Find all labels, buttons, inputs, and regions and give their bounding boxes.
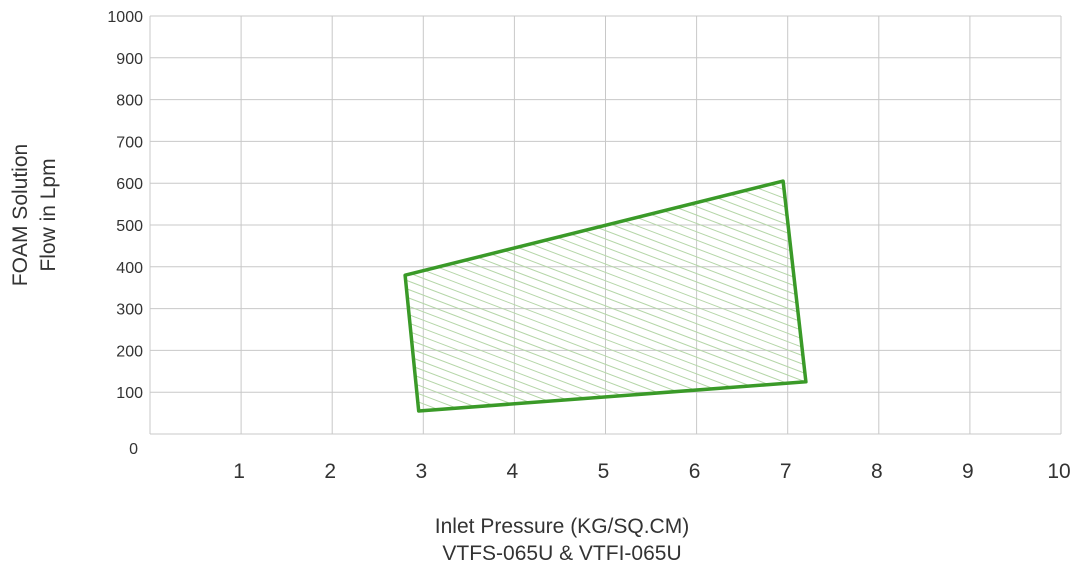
- hatch-line: [659, 181, 806, 411]
- x-axis-title: Inlet Pressure (KG/SQ.CM): [435, 515, 689, 538]
- x-tick-label: 9: [962, 460, 974, 483]
- y-axis-title-line2: Flow in Lpm: [37, 158, 60, 271]
- hatch-line: [405, 181, 764, 411]
- hatch-group: [405, 176, 1075, 416]
- hatch-line: [405, 181, 806, 411]
- y-tick-label: 600: [116, 176, 143, 193]
- hatch-line: [405, 181, 742, 411]
- x-tick-label: 2: [324, 460, 336, 483]
- x-tick-label: 4: [507, 460, 519, 483]
- y-tick-label: 1000: [107, 9, 143, 26]
- hatch-line: [593, 181, 806, 411]
- hatch-line: [405, 181, 588, 411]
- hatch-fill: [405, 176, 1075, 416]
- y-axis-title-line1: FOAM Solution: [9, 144, 32, 286]
- y-tick-label: 200: [116, 343, 143, 360]
- hatch-line: [405, 181, 456, 411]
- y-tick-label: 900: [116, 51, 143, 68]
- hatch-line: [615, 181, 806, 411]
- hatch-line: [405, 181, 632, 411]
- x-tick-label: 5: [598, 460, 610, 483]
- y-tick-label: 300: [116, 302, 143, 319]
- hatch-line: [637, 181, 806, 411]
- hatch-line: [549, 181, 806, 411]
- x-axis-subtitle: VTFS-065U & VTFI-065U: [442, 542, 681, 565]
- hatch-line: [791, 181, 806, 411]
- series-outline: [403, 179, 808, 413]
- hatch-line: [571, 181, 806, 411]
- y-tick-label: 500: [116, 218, 143, 235]
- hatch-line: [405, 181, 434, 411]
- hatch-line: [405, 181, 806, 411]
- hatch-line: [405, 181, 566, 411]
- hatch-line: [405, 181, 654, 411]
- hatch-line: [405, 181, 720, 411]
- hatch-line: [405, 181, 806, 411]
- x-tick-label: 8: [871, 460, 883, 483]
- y-tick-label: 100: [116, 385, 143, 402]
- hatch-line: [703, 181, 806, 411]
- y-tick-label: 800: [116, 93, 143, 110]
- hatch-line: [405, 181, 698, 411]
- hatch-line: [405, 181, 786, 411]
- x-tick-label: 3: [415, 460, 427, 483]
- hatch-line: [461, 181, 806, 411]
- hatch-line: [405, 181, 806, 411]
- hatch-line: [405, 181, 676, 411]
- hatch-line: [405, 181, 412, 411]
- y-tick-label: 700: [116, 134, 143, 151]
- hatch-line: [814, 176, 1075, 416]
- y-tick-label: 400: [116, 260, 143, 277]
- x-axis-ticks: 1 2 3 4 5 6 7 8 9 10: [233, 460, 1070, 483]
- x-tick-label: 10: [1047, 460, 1070, 483]
- hatch-line: [405, 181, 544, 411]
- x-tick-label: 1: [233, 460, 245, 483]
- x-tick-label: 7: [780, 460, 792, 483]
- hatch-line: [405, 181, 610, 411]
- y-tick-label: 0: [129, 441, 138, 458]
- hatch-line: [405, 181, 522, 411]
- hatch-line: [505, 181, 806, 411]
- x-tick-label: 6: [689, 460, 701, 483]
- hatch-line: [769, 181, 806, 411]
- y-axis-ticks: 0 100 200 300 400 500 600 700 800 900 1000: [107, 9, 143, 458]
- series-polygon: [403, 179, 808, 413]
- hatch-line: [405, 181, 806, 411]
- hatch-line: [405, 181, 806, 411]
